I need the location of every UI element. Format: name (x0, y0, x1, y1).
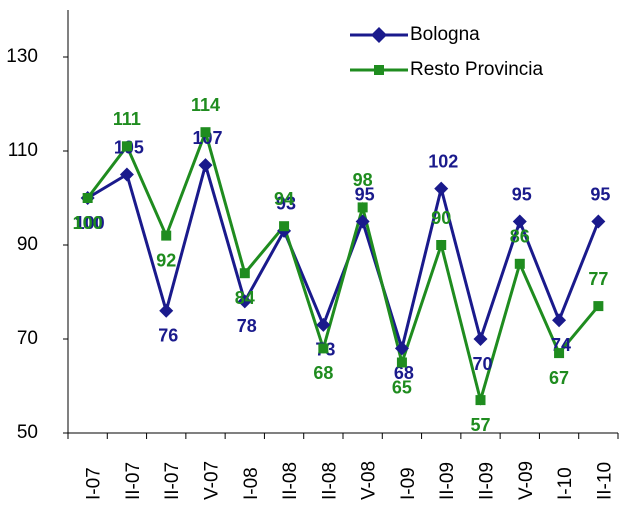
legend-marker (371, 27, 387, 43)
x-tick-label: I-07 (84, 467, 105, 500)
data-label: 77 (588, 269, 608, 289)
data-point (237, 294, 252, 309)
data-point (121, 141, 132, 152)
series-line (86, 127, 600, 406)
data-point (161, 230, 172, 241)
data-label: 76 (158, 326, 178, 346)
x-tick-label: II-08 (319, 462, 340, 500)
data-point (357, 202, 368, 213)
data-label: 100 (73, 213, 103, 233)
data-point (200, 127, 211, 138)
data-label: 78 (237, 316, 257, 336)
data-point (512, 214, 527, 229)
x-tick-label: II-09 (477, 462, 498, 500)
legend-label: Bologna (410, 24, 480, 45)
x-tick-label: I-09 (398, 467, 419, 500)
x-tick-label: V-09 (516, 461, 537, 500)
y-tick-label: 130 (6, 46, 38, 67)
data-label: 100 (75, 213, 105, 233)
y-tick-label: 50 (17, 422, 38, 443)
x-tick-label: I-10 (555, 467, 576, 500)
y-tick-label: 90 (17, 234, 38, 255)
data-label: 70 (472, 354, 492, 374)
data-label: 65 (392, 377, 412, 397)
x-tick-label: II-07 (123, 462, 144, 500)
data-point (159, 303, 174, 318)
x-tick-label: II-08 (280, 462, 301, 500)
data-point (436, 240, 447, 250)
data-label: 86 (510, 227, 530, 247)
x-tick-label: V-07 (202, 461, 223, 500)
data-point (394, 341, 409, 356)
x-tick-label: II-07 (162, 462, 183, 500)
x-tick-label: I-08 (241, 467, 262, 500)
data-point (514, 258, 525, 269)
data-label: 95 (512, 184, 532, 204)
data-label: 95 (355, 184, 375, 204)
data-label: 111 (113, 109, 141, 129)
data-label: 68 (394, 363, 414, 383)
data-label: 114 (191, 95, 220, 115)
y-tick-label: 110 (8, 140, 38, 161)
data-label: 94 (274, 189, 294, 209)
legend-label: Resto Provincia (410, 59, 543, 80)
data-point (591, 214, 606, 229)
data-point (82, 193, 93, 203)
data-label: 68 (313, 363, 333, 383)
y-tick-label: 70 (17, 328, 38, 349)
data-label: 84 (235, 288, 255, 308)
data-label: 92 (156, 250, 176, 270)
data-point (119, 167, 134, 182)
legend-marker (374, 65, 384, 75)
data-point (355, 214, 370, 229)
data-label: 98 (353, 170, 373, 190)
data-label: 107 (192, 128, 222, 148)
data-point (239, 268, 250, 279)
data-point (279, 221, 290, 232)
data-label: 57 (470, 415, 490, 435)
data-point (318, 343, 329, 354)
data-label: 67 (549, 368, 569, 388)
data-label: 90 (431, 208, 451, 228)
data-point (593, 301, 604, 312)
data-point (198, 158, 213, 173)
data-label: 93 (276, 194, 296, 214)
data-label: 95 (590, 184, 610, 204)
data-point (554, 348, 565, 359)
data-point (316, 317, 331, 332)
x-tick-label: II-09 (437, 462, 458, 500)
data-point (396, 357, 407, 368)
x-tick-label: II-10 (594, 462, 615, 500)
x-tick-label: V-08 (359, 461, 380, 500)
data-point (475, 395, 486, 406)
data-point (434, 181, 449, 196)
data-point (473, 332, 488, 346)
data-point (552, 313, 567, 328)
data-label: 102 (428, 151, 458, 171)
